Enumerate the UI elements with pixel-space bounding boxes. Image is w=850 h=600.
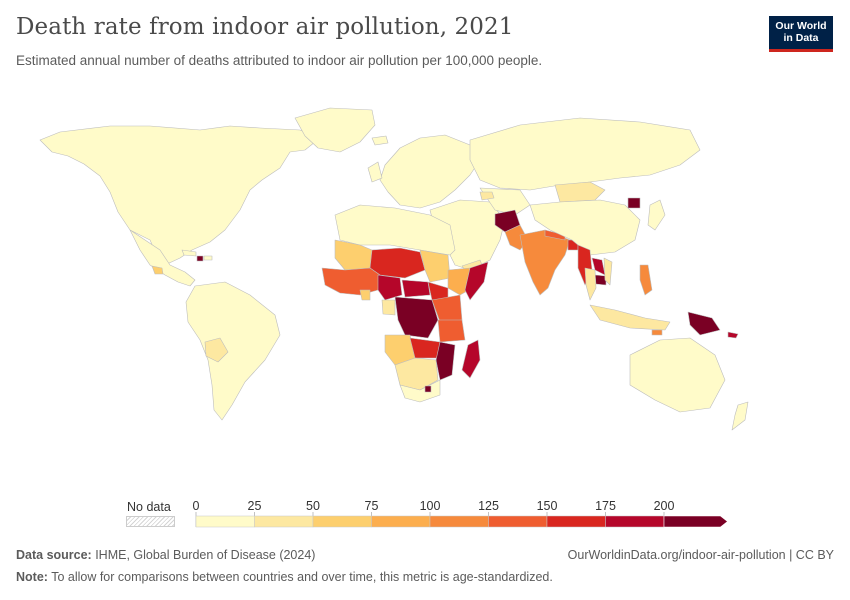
region-mozambique[interactable] (435, 341, 456, 381)
legend-tick-label-75: 75 (365, 499, 379, 513)
world-map[interactable] (0, 90, 850, 440)
region-papua-new-guinea[interactable] (687, 311, 721, 336)
region-tajikistan[interactable] (479, 191, 495, 201)
legend-tick-label-0: 0 (193, 499, 200, 513)
region-south-sudan[interactable] (427, 281, 449, 301)
region-car[interactable] (401, 279, 431, 298)
legend-tick-label-125: 125 (478, 499, 499, 513)
region-australia[interactable] (629, 337, 726, 413)
legend-no-data-swatch[interactable] (126, 516, 175, 527)
region-new-zealand[interactable] (731, 401, 749, 431)
color-legend[interactable]: 0 25 50 75 100 125 150 175 200 (180, 498, 740, 534)
region-vietnam[interactable] (603, 257, 613, 286)
legend-tick-label-200: 200 (654, 499, 675, 513)
region-mongolia[interactable] (554, 181, 606, 203)
region-south-america[interactable] (185, 281, 281, 421)
region-europe[interactable] (379, 134, 481, 209)
legend-bin-150-175[interactable] (546, 515, 606, 528)
region-philippines[interactable] (639, 264, 653, 296)
region-haiti[interactable] (196, 255, 204, 262)
legend-tick-label-175: 175 (595, 499, 616, 513)
legend-bin-100-125[interactable] (429, 515, 489, 528)
region-central-america[interactable] (129, 229, 196, 287)
region-tanzania[interactable] (437, 319, 466, 343)
region-north-america[interactable] (39, 125, 321, 266)
region-solomon-islands[interactable] (727, 331, 739, 339)
owid-logo[interactable]: Our World in Data (769, 16, 833, 52)
region-cambodia[interactable] (594, 274, 607, 286)
region-lesotho[interactable] (424, 385, 432, 393)
region-somalia[interactable] (464, 261, 489, 301)
chart-subtitle: Estimated annual number of deaths attrib… (16, 53, 543, 68)
legend-bin-0-25[interactable] (195, 515, 255, 528)
legend-bin-25-50[interactable] (254, 515, 314, 528)
region-north-korea[interactable] (627, 197, 641, 209)
region-ghana[interactable] (359, 289, 371, 301)
legend-bin-75-100[interactable] (371, 515, 431, 528)
legend-tick-label-25: 25 (248, 499, 262, 513)
region-thailand[interactable] (584, 267, 597, 301)
map-regions (39, 107, 749, 431)
note-label: Note: (16, 570, 48, 584)
region-caribbean[interactable] (181, 249, 213, 261)
data-source-text[interactable]: IHME, Global Burden of Disease (2024) (91, 548, 316, 562)
chart-note: Note: To allow for comparisons between c… (16, 570, 553, 584)
region-russia[interactable] (469, 117, 701, 191)
legend-tick-label-150: 150 (537, 499, 558, 513)
legend-no-data-label: No data (127, 500, 171, 514)
region-madagascar[interactable] (461, 339, 481, 379)
note-text: To allow for comparisons between countri… (47, 570, 553, 584)
data-source-label: Data source: (16, 548, 92, 562)
legend-tick-label-100: 100 (420, 499, 441, 513)
region-nigeria[interactable] (377, 274, 403, 301)
region-uk[interactable] (367, 161, 383, 183)
chart-title: Death rate from indoor air pollution, 20… (16, 14, 514, 40)
region-bolivia[interactable] (204, 337, 229, 363)
region-iceland[interactable] (371, 135, 389, 146)
region-china[interactable] (529, 199, 641, 256)
region-japan[interactable] (647, 199, 666, 231)
region-gabon[interactable] (381, 299, 396, 316)
logo-line-2: in Data (783, 32, 819, 44)
legend-bin-175-200[interactable] (605, 515, 665, 528)
region-indonesia[interactable] (589, 304, 671, 331)
legend-bin-50-75[interactable] (312, 515, 372, 528)
logo-line-1: Our World (775, 20, 827, 32)
region-zambia[interactable] (409, 337, 441, 359)
source-url[interactable]: OurWorldinData.org/indoor-air-pollution … (567, 548, 834, 562)
region-greenland[interactable] (294, 107, 376, 153)
data-source: Data source: IHME, Global Burden of Dise… (16, 548, 315, 562)
region-west-africa[interactable] (321, 267, 381, 296)
region-south-africa[interactable] (399, 379, 441, 403)
legend-bin-125-150[interactable] (488, 515, 548, 528)
legend-tick-label-50: 50 (306, 499, 320, 513)
region-sudan[interactable] (419, 249, 451, 283)
region-drc[interactable] (394, 296, 439, 339)
legend-bin-200-plus[interactable] (663, 515, 728, 528)
region-guatemala[interactable] (151, 265, 164, 275)
region-timor[interactable] (651, 329, 663, 336)
